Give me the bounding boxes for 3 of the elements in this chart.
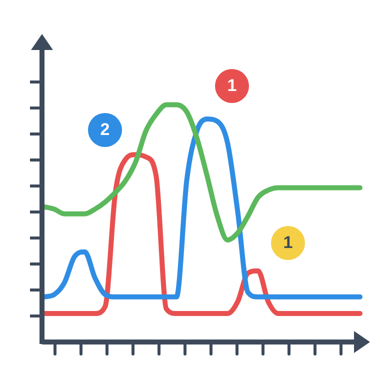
circle-badge: 1 <box>271 226 305 260</box>
circle-badge: 1 <box>215 69 249 103</box>
circle-badge: 2 <box>88 113 122 147</box>
